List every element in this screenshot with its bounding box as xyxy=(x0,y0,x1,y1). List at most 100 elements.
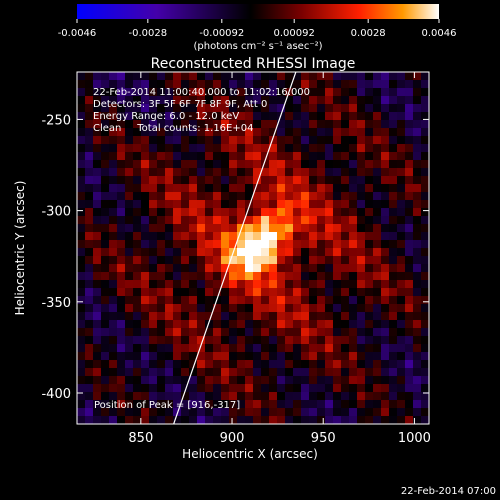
heatmap-cell xyxy=(325,368,334,377)
heatmap-cell xyxy=(341,304,350,313)
heatmap-cell xyxy=(77,112,86,121)
heatmap-cell xyxy=(133,344,142,353)
heatmap-cell xyxy=(317,240,326,249)
heatmap-cell xyxy=(77,392,86,401)
heatmap-cell xyxy=(317,112,326,121)
heatmap-cell xyxy=(173,264,182,273)
heatmap-cell xyxy=(189,392,198,401)
heatmap-cell xyxy=(381,392,390,401)
heatmap-cell xyxy=(341,248,350,257)
heatmap-cell xyxy=(85,280,94,289)
heatmap-cell xyxy=(285,280,294,289)
heatmap-cell xyxy=(93,96,102,105)
heatmap-cell xyxy=(189,352,198,361)
heatmap-cell xyxy=(189,408,198,417)
heatmap-cell xyxy=(397,312,406,321)
heatmap-cell xyxy=(125,168,134,177)
heatmap-cell xyxy=(141,216,150,225)
heatmap-cell xyxy=(205,352,214,361)
heatmap-cell xyxy=(405,232,414,241)
heatmap-cell xyxy=(301,240,310,249)
heatmap-cell xyxy=(197,224,206,233)
heatmap-cell xyxy=(253,264,262,273)
y-tick-label: -400 xyxy=(41,387,71,402)
heatmap-cell xyxy=(149,200,158,209)
heatmap-cell xyxy=(301,368,310,377)
heatmap-cell xyxy=(181,256,190,265)
heatmap-cell xyxy=(389,392,398,401)
heatmap-cell xyxy=(221,144,230,153)
heatmap-cell xyxy=(349,72,358,81)
heatmap-cell xyxy=(221,336,230,345)
heatmap-cell xyxy=(157,136,166,145)
heatmap-cell xyxy=(349,408,358,417)
heatmap-cell xyxy=(333,352,342,361)
heatmap-cell xyxy=(189,128,198,137)
heatmap-cell xyxy=(269,72,278,81)
heatmap-cell xyxy=(389,112,398,121)
heatmap-cell xyxy=(261,88,270,97)
heatmap-cell xyxy=(189,96,198,105)
heatmap-cell xyxy=(125,264,134,273)
heatmap-cell xyxy=(357,272,366,281)
heatmap-cell xyxy=(317,408,326,417)
heatmap-cell xyxy=(389,208,398,217)
heatmap-cell xyxy=(93,104,102,113)
heatmap-cell xyxy=(413,408,422,417)
heatmap-cell xyxy=(173,216,182,225)
heatmap-cell xyxy=(405,192,414,201)
heatmap-cell xyxy=(301,256,310,265)
heatmap-cell xyxy=(229,272,238,281)
heatmap-cell xyxy=(77,128,86,137)
heatmap-cell xyxy=(189,296,198,305)
heatmap-cell xyxy=(253,216,262,225)
heatmap-cell xyxy=(133,360,142,369)
heatmap-cell xyxy=(405,264,414,273)
heatmap-cell xyxy=(333,72,342,81)
heatmap-cell xyxy=(189,264,198,273)
heatmap-cell xyxy=(245,136,254,145)
heatmap-cell xyxy=(181,112,190,121)
heatmap-cell xyxy=(261,208,270,217)
heatmap-cell xyxy=(365,96,374,105)
heatmap-cell xyxy=(261,288,270,297)
heatmap-cell xyxy=(277,224,286,233)
heatmap-cell xyxy=(261,384,270,393)
heatmap-cell xyxy=(101,304,110,313)
heatmap-cell xyxy=(397,168,406,177)
heatmap-cell xyxy=(157,80,166,89)
heatmap-cell xyxy=(237,264,246,273)
heatmap-cell xyxy=(277,128,286,137)
colorbar-gradient xyxy=(77,4,439,19)
heatmap-cell xyxy=(261,200,270,209)
heatmap-cell xyxy=(229,392,238,401)
heatmap-cell xyxy=(341,176,350,185)
heatmap-cell xyxy=(77,320,86,329)
heatmap-cell xyxy=(205,384,214,393)
heatmap-cell xyxy=(229,288,238,297)
heatmap-cell xyxy=(341,200,350,209)
heatmap-cell xyxy=(221,352,230,361)
heatmap-cell xyxy=(389,160,398,169)
heatmap-cell xyxy=(197,128,206,137)
heatmap-cell xyxy=(373,128,382,137)
heatmap-cell xyxy=(117,72,126,81)
heatmap-cell xyxy=(253,352,262,361)
heatmap-cell xyxy=(229,112,238,121)
heatmap-cell xyxy=(277,104,286,113)
heatmap-cell xyxy=(285,264,294,273)
heatmap-cell xyxy=(101,288,110,297)
heatmap-cell xyxy=(237,376,246,385)
heatmap-cell xyxy=(93,232,102,241)
heatmap-cell xyxy=(317,360,326,369)
heatmap-cell xyxy=(141,232,150,241)
heatmap-cell xyxy=(317,88,326,97)
heatmap-cell xyxy=(293,280,302,289)
heatmap-cell xyxy=(229,416,238,424)
heatmap-cell xyxy=(285,224,294,233)
heatmap-cell xyxy=(349,336,358,345)
heatmap-cell xyxy=(341,160,350,169)
heatmap-cell xyxy=(125,216,134,225)
heatmap-cell xyxy=(333,296,342,305)
